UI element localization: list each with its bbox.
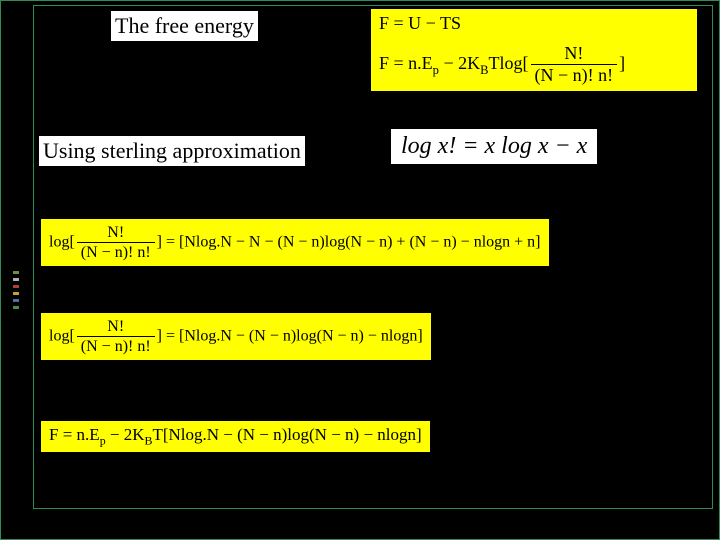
sidebar-dashes <box>13 271 19 313</box>
dash-5 <box>13 299 19 302</box>
dash-6 <box>13 306 19 309</box>
dash-4 <box>13 292 19 295</box>
eq-free-energy-box: F = U − TS F = n.Ep − 2KBTlog[N!(N − n)!… <box>371 9 697 91</box>
dash-2 <box>13 278 19 281</box>
dash-1 <box>13 271 19 274</box>
eq-f-def: F = U − TS <box>379 13 689 35</box>
eq-stirling-identity: log x! = x log x − x <box>391 129 597 164</box>
label-free-energy: The free energy <box>111 11 258 41</box>
dash-3 <box>13 285 19 288</box>
slide: The free energy F = U − TS F = n.Ep − 2K… <box>0 0 720 540</box>
label-stirling: Using sterling approximation <box>39 136 305 166</box>
eq-f-np: F = n.Ep − 2KBTlog[N!(N − n)! n!] <box>379 43 689 87</box>
eq-final: F = n.Ep − 2KBT[Nlog.N − (N − n)log(N − … <box>41 421 430 452</box>
eq-expansion-1: log[N!(N − n)! n!] = [Nlog.N − N − (N − … <box>41 219 549 266</box>
eq-expansion-2: log[N!(N − n)! n!] = [Nlog.N − (N − n)lo… <box>41 313 431 360</box>
